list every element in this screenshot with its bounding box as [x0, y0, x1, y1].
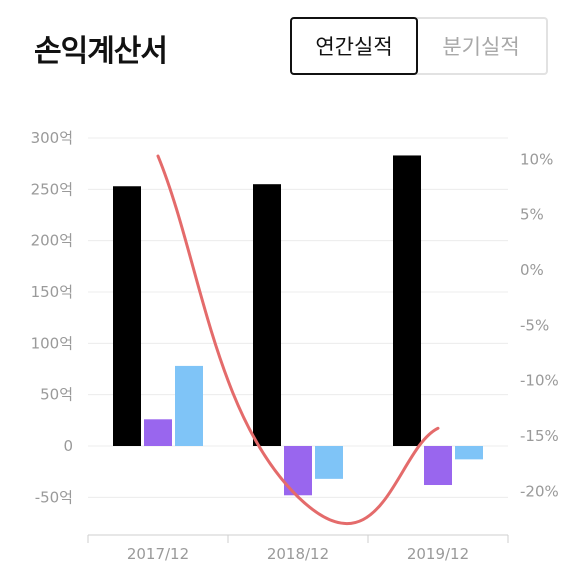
left-tick-label: 0 — [63, 437, 73, 455]
right-tick-label: -20% — [520, 482, 559, 500]
series-line — [156, 154, 440, 526]
bar — [144, 419, 172, 446]
right-tick-label: -15% — [520, 427, 559, 445]
left-tick-label: 150억 — [31, 283, 73, 301]
bar — [424, 446, 452, 486]
right-tick-label: 10% — [520, 150, 553, 168]
bar — [315, 446, 343, 479]
x-tick-label: 2017/12 — [127, 545, 189, 563]
left-tick-label: 50억 — [40, 386, 73, 404]
tab-quarterly[interactable]: 분기실적 — [416, 17, 548, 75]
right-tick-label: 5% — [520, 206, 544, 224]
left-tick-label: 100억 — [31, 334, 73, 352]
right-tick-label: -5% — [520, 316, 549, 334]
page-title: 손익계산서 — [34, 34, 168, 69]
right-tick-label: 0% — [520, 261, 544, 279]
tab-annual[interactable]: 연간실적 — [290, 17, 418, 75]
x-tick-label: 2019/12 — [407, 545, 469, 563]
right-tick-label: -10% — [520, 372, 559, 390]
left-tick-label: -50억 — [35, 488, 73, 506]
left-tick-label: 200억 — [31, 232, 73, 250]
header: 손익계산서 연간실적 분기실적 — [0, 0, 580, 90]
bar — [393, 155, 421, 446]
bar — [455, 446, 483, 460]
bar — [113, 186, 141, 446]
left-tick-label: 300억 — [31, 129, 73, 147]
x-tick-label: 2018/12 — [267, 545, 329, 563]
left-tick-label: 250억 — [31, 180, 73, 198]
bar — [253, 184, 281, 446]
period-toggle: 연간실적 분기실적 — [290, 17, 548, 77]
bar — [175, 365, 203, 446]
